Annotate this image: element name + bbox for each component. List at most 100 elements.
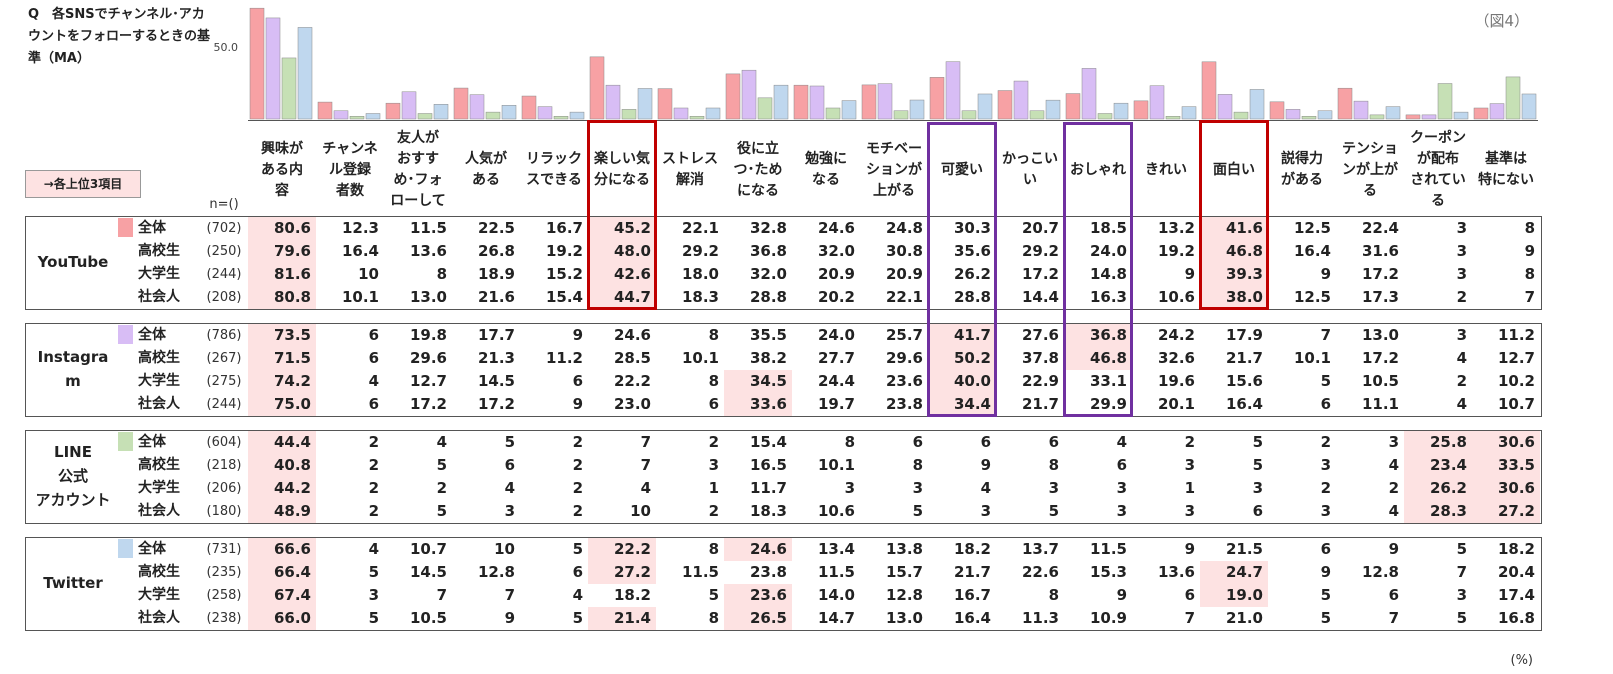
value-cell: 24.8 (885, 219, 923, 237)
highlight-cell (1404, 454, 1472, 477)
value-cell: 23.8 (885, 395, 923, 413)
bar-line (1301, 116, 1317, 120)
bar-twitter (1045, 99, 1061, 120)
value-cell: 10.7 (409, 540, 447, 558)
segment-label: 高校生 (138, 564, 180, 580)
bar-line (961, 110, 977, 120)
value-cell: 19.8 (409, 326, 447, 344)
segment-label: 高校生 (138, 243, 180, 259)
value-cell: 21.7 (1021, 395, 1059, 413)
bar-instagram (265, 17, 281, 120)
value-cell: 11.5 (681, 563, 719, 581)
bar-twitter (1181, 106, 1197, 120)
bar-youtube (521, 95, 537, 120)
value-cell: 21.4 (613, 609, 651, 627)
value-cell: 6 (1184, 586, 1195, 604)
top3-legend: →各上位3項目 (25, 170, 141, 198)
value-cell: 24.6 (749, 540, 787, 558)
bar-youtube (1473, 107, 1489, 120)
value-cell: 44.2 (273, 479, 311, 497)
value-cell: 19.2 (1157, 242, 1195, 260)
highlight-cell (248, 347, 316, 370)
value-cell: 13.6 (409, 242, 447, 260)
legend-swatch (118, 539, 133, 558)
highlight-cell (1472, 431, 1540, 454)
bar-line (757, 97, 773, 120)
column-header: 友人が おすす め･フォ ローして (390, 130, 446, 209)
value-cell: 7 (1388, 609, 1399, 627)
value-cell: 9 (1524, 242, 1535, 260)
highlight-cell (248, 240, 316, 263)
sample-size: (238) (206, 611, 242, 626)
value-cell: 3 (1184, 456, 1195, 474)
value-cell: 17.7 (477, 326, 515, 344)
figure-label: （図4） (1474, 12, 1529, 30)
value-cell: 18.2 (953, 540, 991, 558)
value-cell: 2 (368, 433, 379, 451)
bar-youtube (1269, 101, 1285, 120)
value-cell: 29.2 (1021, 242, 1059, 260)
value-cell: 3 (1184, 502, 1195, 520)
bar-instagram (1013, 80, 1029, 120)
value-cell: 80.8 (273, 288, 311, 306)
value-cell: 14.0 (817, 586, 855, 604)
column-header: モチベー ションが 上がる (866, 140, 922, 199)
value-cell: 13.0 (409, 288, 447, 306)
value-cell: 9 (1320, 563, 1331, 581)
value-cell: 2 (572, 456, 583, 474)
bar-instagram (1217, 94, 1233, 120)
value-cell: 15.7 (885, 563, 923, 581)
bar-youtube (1337, 87, 1353, 120)
bar-instagram (1285, 109, 1301, 120)
highlight-cell (588, 538, 656, 561)
value-cell: 18.2 (613, 586, 651, 604)
column-header: ストレス 解消 (662, 151, 718, 188)
column-header: 説得力 がある (1281, 151, 1323, 188)
platform-label: LINE 公式 アカウント (35, 443, 111, 509)
highlight-cell (248, 607, 316, 630)
value-cell: 5 (368, 563, 379, 581)
value-cell: 24.6 (613, 326, 651, 344)
value-cell: 30.8 (885, 242, 923, 260)
value-cell: 6 (572, 372, 583, 390)
segment-label: 大学生 (138, 373, 180, 389)
segment-label: 大学生 (138, 587, 180, 603)
value-cell: 3 (1252, 479, 1263, 497)
value-cell: 32.0 (817, 242, 855, 260)
value-cell: 5 (1320, 586, 1331, 604)
value-cell: 6 (980, 433, 991, 451)
value-cell: 6 (1320, 395, 1331, 413)
column-header: おしゃれ (1070, 161, 1126, 178)
value-cell: 27.2 (613, 563, 651, 581)
value-cell: 46.8 (1225, 242, 1263, 260)
bar-line (1505, 76, 1521, 120)
value-cell: 15.6 (1225, 372, 1263, 390)
highlight-cell (1472, 477, 1540, 500)
column-header: 人気が ある (465, 151, 507, 188)
value-cell: 67.4 (273, 586, 311, 604)
value-cell: 5 (436, 456, 447, 474)
bar-twitter (501, 105, 517, 120)
value-cell: 16.5 (749, 456, 787, 474)
highlight-cell (1064, 324, 1132, 347)
value-cell: 9 (572, 326, 583, 344)
value-cell: 13.0 (1361, 326, 1399, 344)
sample-size: (244) (206, 267, 242, 282)
value-cell: 20.7 (1021, 219, 1059, 237)
bar-youtube (725, 73, 741, 120)
sample-size: (180) (206, 504, 242, 519)
value-cell: 26.8 (477, 242, 515, 260)
highlight-cell (248, 393, 316, 416)
value-cell: 2 (1184, 433, 1195, 451)
bar-youtube (657, 88, 673, 120)
bar-twitter (977, 93, 993, 120)
highlight-cell (588, 286, 656, 309)
bar-line (485, 111, 501, 120)
bar-instagram (809, 85, 825, 120)
highlight-cell (248, 477, 316, 500)
highlight-cell (1404, 500, 1472, 523)
value-cell: 7 (1184, 609, 1195, 627)
value-cell: 13.6 (1157, 563, 1195, 581)
value-cell: 13.4 (817, 540, 855, 558)
bar-twitter (1113, 102, 1129, 120)
